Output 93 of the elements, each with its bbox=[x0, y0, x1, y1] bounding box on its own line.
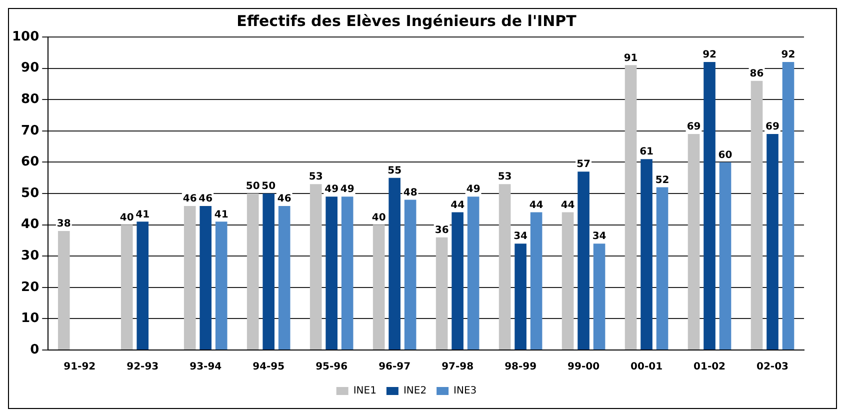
data-label: 40 bbox=[120, 212, 134, 224]
data-label: 69 bbox=[686, 122, 701, 133]
data-label: 40 bbox=[372, 212, 386, 224]
data-label: 41 bbox=[214, 209, 228, 220]
bar bbox=[120, 224, 133, 350]
bar bbox=[719, 162, 732, 350]
y-tick-label: 40 bbox=[21, 217, 40, 232]
data-label: 34 bbox=[514, 231, 528, 242]
data-label: 44 bbox=[560, 200, 575, 211]
bar bbox=[750, 80, 763, 350]
bar bbox=[215, 222, 228, 350]
data-label: 36 bbox=[434, 224, 449, 236]
data-label: 86 bbox=[750, 68, 764, 80]
x-tick-label: 01-02 bbox=[694, 362, 726, 373]
bar bbox=[467, 196, 480, 350]
x-tick-label: 93-94 bbox=[190, 362, 222, 373]
bar bbox=[498, 184, 511, 350]
x-tick-label: 99-00 bbox=[568, 362, 600, 373]
chart-title: Effectifs des Elèves Ingénieurs de l'INPT bbox=[236, 12, 578, 30]
data-label: 49 bbox=[466, 184, 480, 196]
data-label: 34 bbox=[592, 231, 606, 242]
bar bbox=[341, 196, 354, 350]
y-tick-label: 60 bbox=[21, 154, 40, 170]
bar bbox=[562, 212, 574, 350]
data-label: 60 bbox=[718, 150, 732, 161]
x-tick-label: 94-95 bbox=[252, 362, 285, 373]
y-tick-label: 100 bbox=[12, 29, 40, 44]
bar bbox=[200, 206, 212, 350]
data-label: 50 bbox=[246, 181, 260, 192]
y-tick-label: 30 bbox=[21, 248, 40, 264]
bar bbox=[704, 62, 716, 350]
data-label: 41 bbox=[136, 209, 150, 220]
bar bbox=[404, 200, 416, 350]
data-label: 91 bbox=[624, 52, 638, 64]
data-label: 49 bbox=[324, 184, 339, 196]
x-tick-label: 02-03 bbox=[756, 362, 789, 373]
bar bbox=[782, 62, 794, 350]
bar bbox=[372, 224, 385, 350]
data-label: 53 bbox=[498, 172, 512, 183]
x-tick-label: 98-99 bbox=[504, 362, 537, 373]
x-tick-label: 91-92 bbox=[64, 362, 96, 373]
data-label: 61 bbox=[640, 146, 654, 158]
bar bbox=[310, 184, 322, 350]
data-label: 38 bbox=[56, 218, 71, 230]
bar bbox=[578, 172, 590, 350]
data-label: 92 bbox=[781, 50, 796, 61]
data-label: 69 bbox=[766, 122, 780, 133]
data-label: 44 bbox=[529, 200, 544, 211]
bar bbox=[688, 134, 700, 350]
x-tick-label: 00-01 bbox=[630, 362, 663, 373]
bar bbox=[436, 237, 448, 350]
bar bbox=[184, 206, 196, 350]
legend-label: INE1 bbox=[353, 386, 376, 397]
data-label: 46 bbox=[182, 194, 197, 205]
bar bbox=[766, 134, 778, 350]
y-tick-label: 50 bbox=[21, 186, 40, 201]
data-label: 49 bbox=[340, 184, 354, 196]
data-label: 55 bbox=[388, 165, 402, 176]
y-tick-label: 0 bbox=[30, 342, 40, 358]
bar bbox=[58, 231, 70, 350]
data-label: 53 bbox=[308, 172, 323, 183]
x-tick-label: 92-93 bbox=[126, 362, 159, 373]
x-tick-label: 95-96 bbox=[316, 362, 348, 373]
data-label: 48 bbox=[403, 187, 418, 198]
y-tick-label: 90 bbox=[21, 60, 40, 76]
bar bbox=[326, 196, 338, 350]
y-tick-label: 20 bbox=[21, 280, 40, 295]
bar bbox=[593, 244, 606, 350]
legend-label: INE3 bbox=[454, 386, 477, 397]
bar bbox=[640, 159, 652, 350]
bar bbox=[656, 187, 668, 350]
x-tick-label: 96-97 bbox=[378, 362, 411, 373]
bar bbox=[262, 194, 274, 350]
y-tick-label: 80 bbox=[21, 92, 40, 107]
bar bbox=[246, 194, 259, 350]
bar bbox=[452, 212, 464, 350]
legend-label: INE2 bbox=[403, 386, 427, 397]
bar bbox=[136, 222, 149, 350]
bar bbox=[278, 206, 290, 350]
data-label: 46 bbox=[198, 194, 213, 205]
data-label: 44 bbox=[450, 200, 465, 211]
x-tick-label: 97-98 bbox=[442, 362, 474, 373]
bar bbox=[514, 244, 526, 350]
data-label: 57 bbox=[576, 159, 591, 170]
bar bbox=[624, 65, 637, 350]
bar bbox=[388, 178, 400, 350]
y-tick-label: 10 bbox=[21, 311, 40, 326]
y-tick-label: 70 bbox=[21, 123, 40, 138]
bar bbox=[530, 212, 542, 350]
data-label: 50 bbox=[262, 181, 276, 192]
data-label: 52 bbox=[655, 174, 670, 186]
data-label: 46 bbox=[277, 194, 292, 205]
data-label: 92 bbox=[702, 50, 717, 61]
